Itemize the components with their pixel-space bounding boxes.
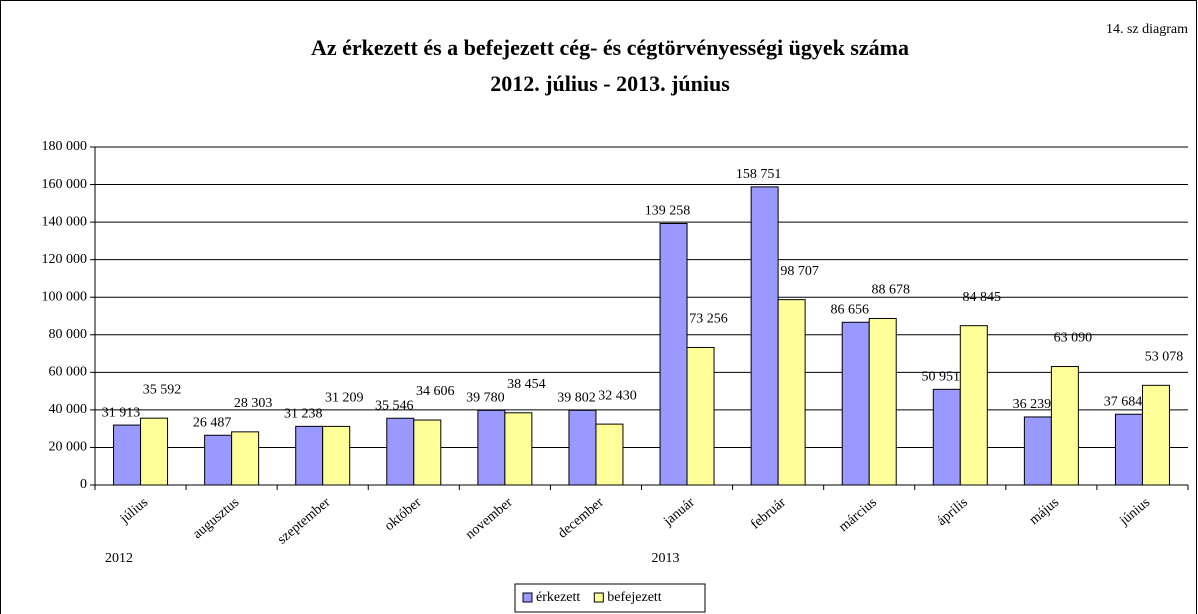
bar <box>295 425 324 486</box>
value-label: 34 606 <box>416 384 455 399</box>
value-label: 86 656 <box>830 302 869 317</box>
y-tick-label: 60 000 <box>49 365 88 380</box>
value-label: 88 678 <box>871 283 910 298</box>
value-label: 36 239 <box>1013 397 1052 412</box>
bar <box>140 417 169 486</box>
legend-swatch <box>593 592 604 603</box>
y-tick-label: 100 000 <box>42 289 88 304</box>
bar <box>595 423 624 486</box>
legend-box <box>514 583 706 613</box>
value-label: 139 258 <box>645 204 691 219</box>
value-label: 31 238 <box>284 407 323 422</box>
value-label: 98 707 <box>780 264 819 279</box>
bar <box>868 317 897 486</box>
year-label: 2012 <box>105 551 133 566</box>
legend-label: befejezett <box>607 590 662 605</box>
y-tick-label: 0 <box>80 477 87 492</box>
y-tick-label: 180 000 <box>42 139 88 154</box>
y-tick-label: 80 000 <box>49 327 88 342</box>
value-label: 28 303 <box>234 396 273 411</box>
value-label: 84 845 <box>963 290 1002 305</box>
bar <box>1114 413 1143 486</box>
bar <box>413 419 442 486</box>
bar <box>1050 366 1079 486</box>
y-tick-label: 120 000 <box>42 252 88 267</box>
bar <box>504 412 533 486</box>
bar <box>841 321 870 486</box>
corner-note: 14. sz diagram <box>1106 22 1188 37</box>
legend-label: érkezett <box>536 590 580 605</box>
bar <box>477 409 506 486</box>
y-tick-label: 160 000 <box>42 177 88 192</box>
y-tick-label: 40 000 <box>49 402 88 417</box>
value-label: 73 256 <box>689 312 728 327</box>
value-label: 39 780 <box>466 391 505 406</box>
value-label: 50 951 <box>922 370 961 385</box>
bar <box>322 425 351 486</box>
value-label: 37 684 <box>1104 394 1143 409</box>
bar <box>750 186 779 486</box>
value-label: 63 090 <box>1054 331 1093 346</box>
bar <box>113 424 142 486</box>
value-label: 35 592 <box>143 382 182 397</box>
bar <box>959 325 988 486</box>
y-tick-label: 20 000 <box>49 440 88 455</box>
value-label: 26 487 <box>193 415 232 430</box>
value-label: 39 802 <box>557 390 596 405</box>
legend-swatch <box>522 592 533 603</box>
value-label: 31 209 <box>325 391 364 406</box>
chart-subtitle: 2012. július - 2013. június <box>490 71 730 96</box>
bar <box>932 388 961 486</box>
bar <box>204 434 233 486</box>
bar <box>386 417 415 486</box>
value-label: 32 430 <box>598 388 637 403</box>
bar <box>231 431 260 486</box>
bar <box>659 223 688 486</box>
y-tick-label: 140 000 <box>42 214 88 229</box>
bar <box>568 409 597 486</box>
bar <box>686 346 715 486</box>
bar <box>777 299 806 486</box>
value-label: 158 751 <box>736 167 782 182</box>
value-label: 31 913 <box>102 405 141 420</box>
value-label: 35 546 <box>375 398 414 413</box>
bar <box>1023 416 1052 486</box>
value-label: 38 454 <box>507 377 546 392</box>
year-label: 2013 <box>652 551 680 566</box>
bar <box>1141 384 1170 486</box>
value-label: 53 078 <box>1145 350 1184 365</box>
chart-title: Az érkezett és a befejezett cég- és cégt… <box>311 35 909 60</box>
